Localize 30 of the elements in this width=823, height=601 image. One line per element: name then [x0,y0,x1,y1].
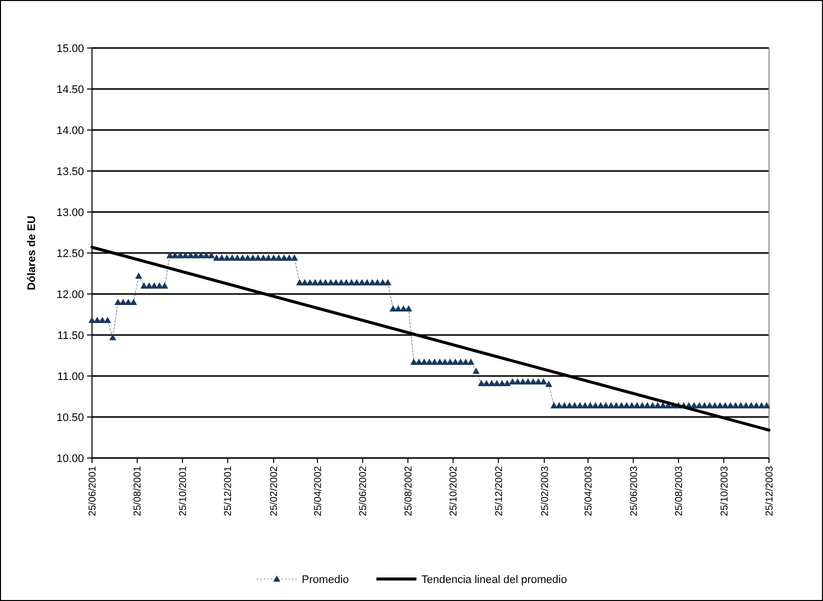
y-tick-label: 13.00 [56,206,84,219]
y-tick-label: 15.00 [56,42,84,55]
x-tick-label: 25/10/2002 [448,466,460,516]
y-axis-title: Dólares de EU [26,216,38,290]
x-tick-label: 25/08/2003 [674,466,686,516]
x-tick-label: 25/08/2002 [403,466,414,516]
x-tick-label: 25/12/2002 [494,466,505,516]
y-tick-label: 12.50 [56,248,84,260]
x-tick-label: 25/10/2003 [719,466,730,516]
x-tick-label: 25/10/2001 [178,466,189,516]
x-tick-label: 25/04/2003 [584,466,595,516]
x-tick-label: 25/12/2003 [764,466,776,516]
y-tick-label: 14.00 [56,124,84,137]
y-tick-label: 10.00 [56,452,84,465]
y-tick-label: 10.50 [56,412,84,424]
x-tick-label: 25/04/2002 [312,466,324,516]
y-tick-label: 13.50 [56,166,84,178]
x-tick-label: 25/02/2003 [540,466,551,516]
x-tick-label: 25/06/2002 [358,466,370,516]
y-tick-label: 12.00 [56,288,84,301]
x-tick-label: 25/12/2001 [223,466,234,516]
legend-label: Promedio [302,574,349,586]
y-tick-label: 11.00 [57,370,84,383]
y-tick-label: 11.50 [57,330,84,342]
x-tick-label: 25/06/2003 [628,466,640,516]
y-tick-label: 14.50 [56,84,84,96]
x-tick-label: 25/06/2001 [88,466,98,516]
x-tick-label: 25/08/2001 [132,466,144,516]
x-tick-label: 25/02/2002 [269,466,280,516]
legend-label: Tendencia lineal del promedio [421,574,567,586]
